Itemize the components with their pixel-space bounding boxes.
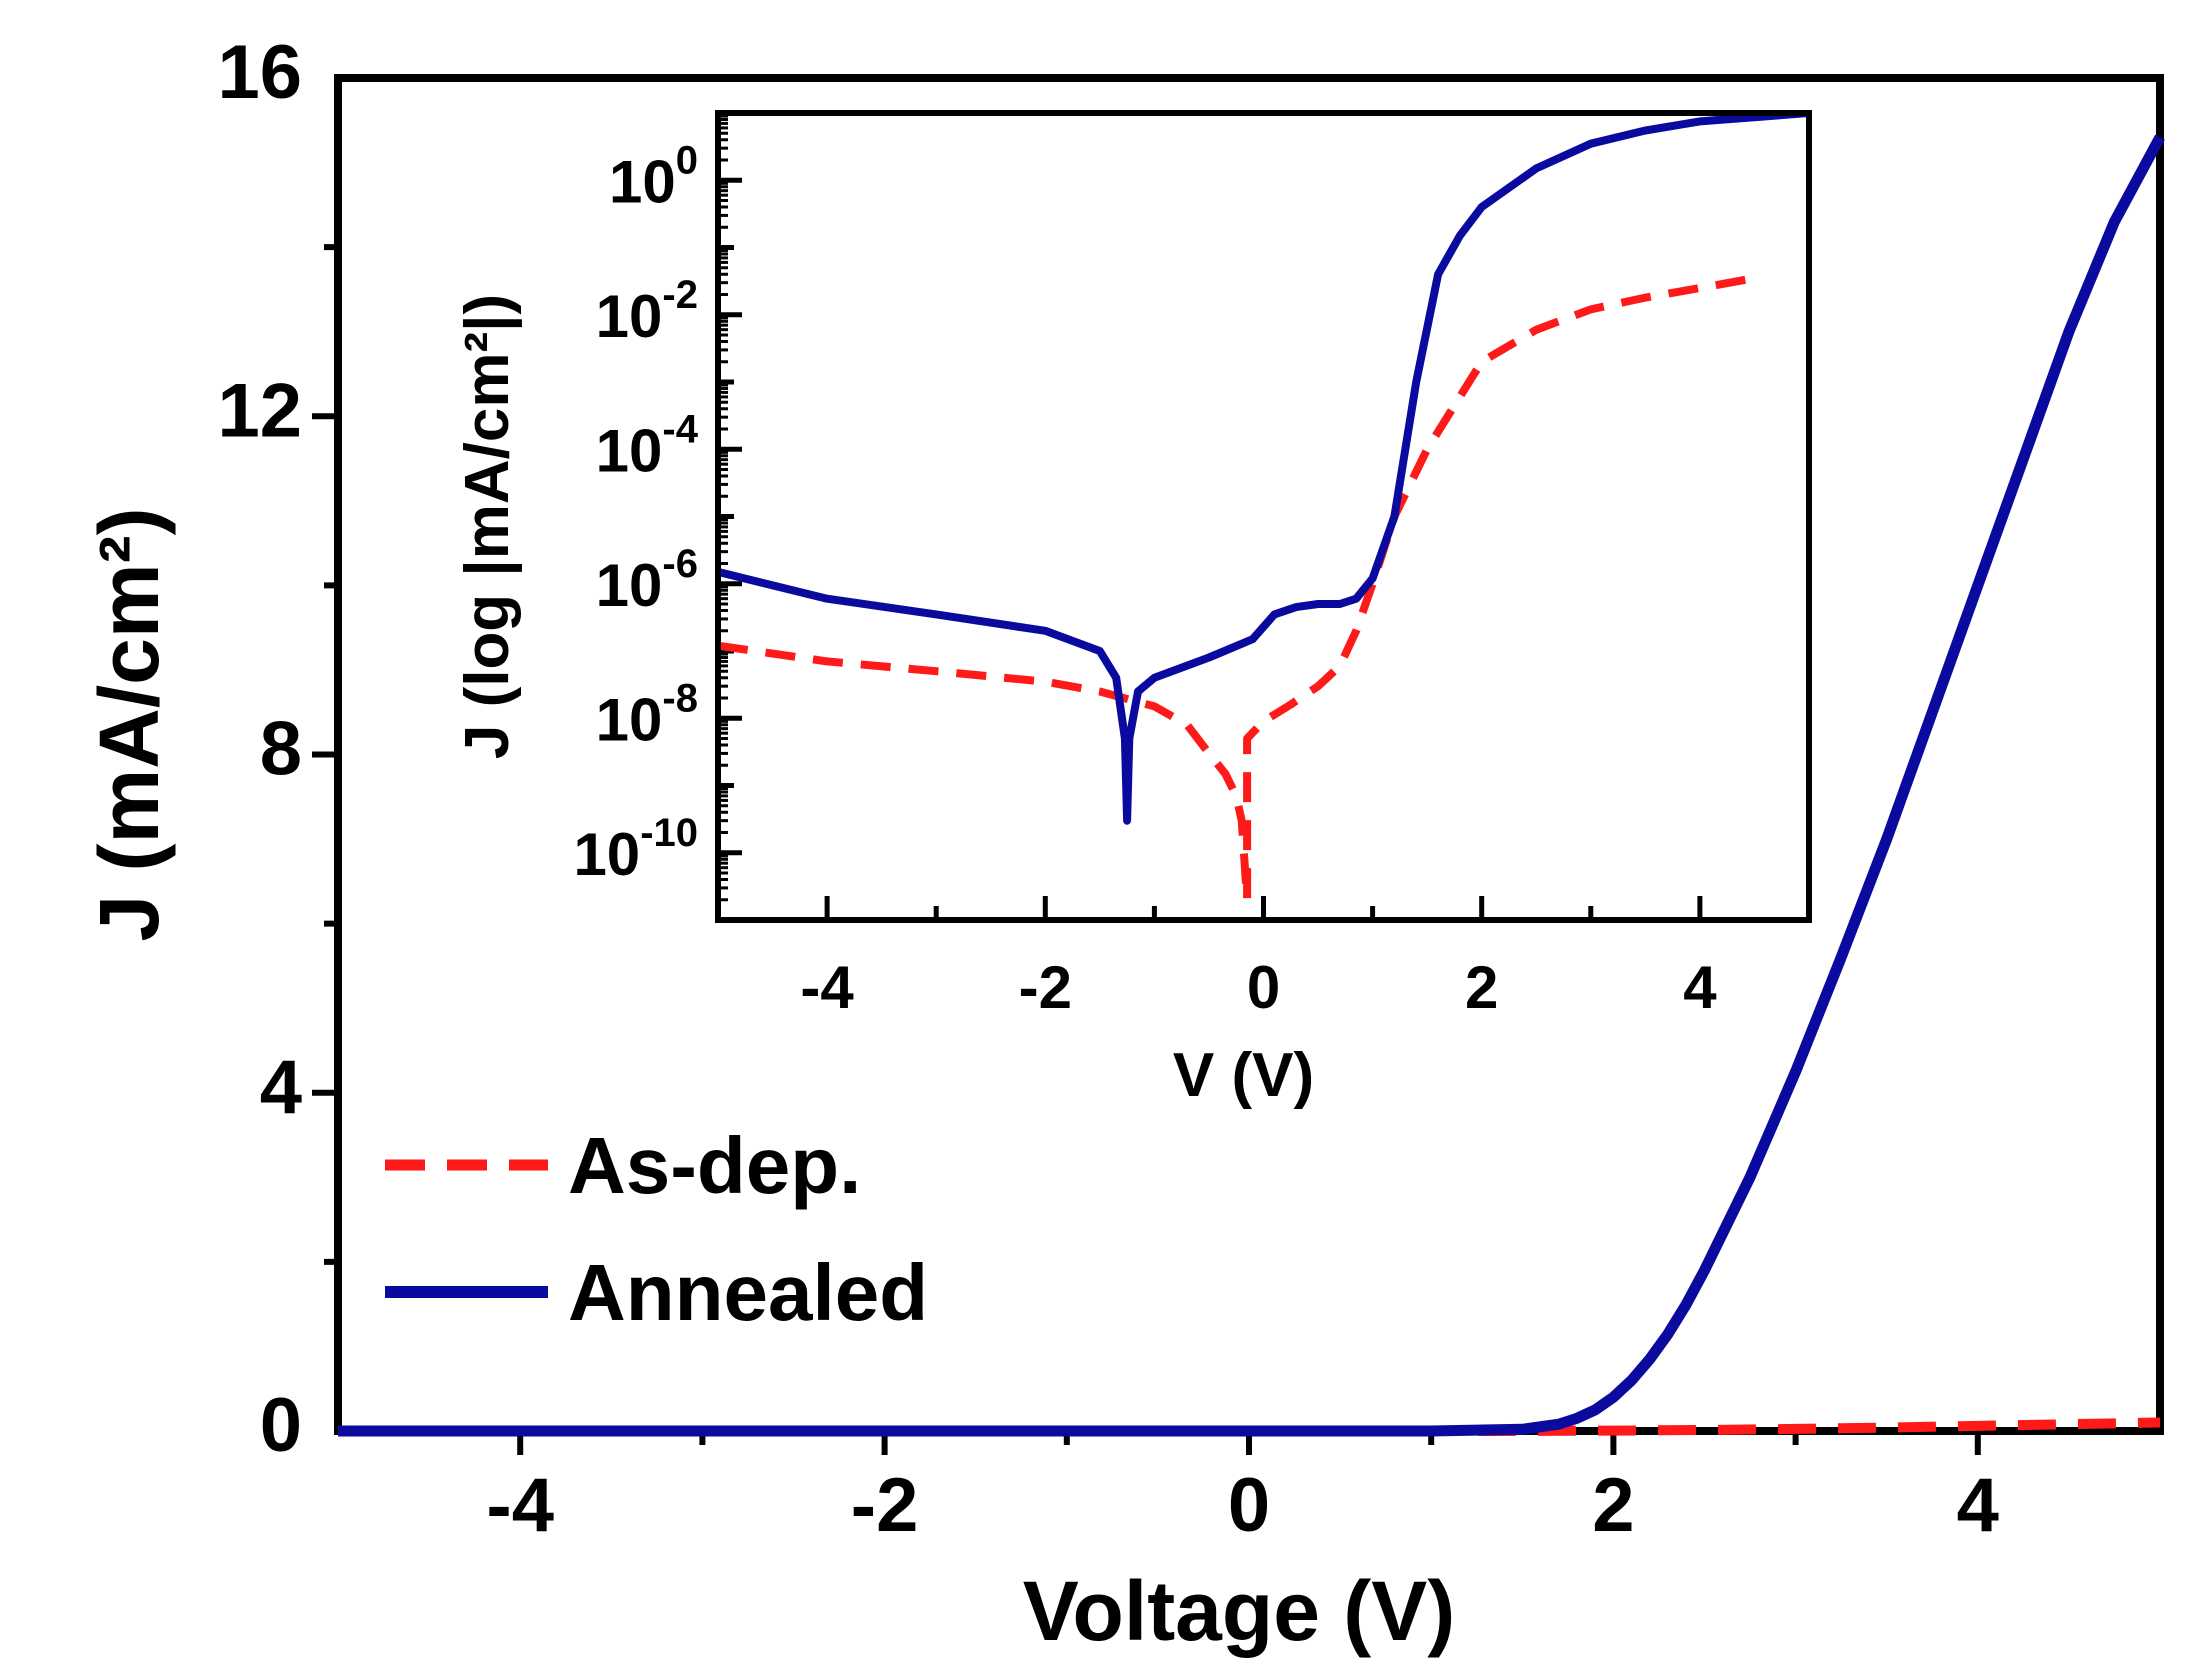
inset-x-tick-label: -2 bbox=[1019, 954, 1072, 1021]
inset-y-axis-title: J (log |mA/cm²|) bbox=[453, 294, 523, 759]
legend: As-dep. Annealed bbox=[385, 1121, 928, 1337]
inset-x-tick-label: 2 bbox=[1465, 954, 1498, 1021]
y-tick-label: 8 bbox=[260, 707, 302, 792]
y-tick-label: 12 bbox=[217, 368, 302, 453]
y-axis-title: J (mA/cm²) bbox=[82, 507, 176, 941]
y-tick-label: 16 bbox=[217, 30, 302, 115]
inset-y-tick-label: 10-4 bbox=[596, 407, 699, 484]
main-plot: -4 -2 0 2 4 0 4 8 12 16 Voltage (V) J (mA/cm²) bbox=[82, 30, 2165, 1658]
inset-x-tick-label: 0 bbox=[1247, 954, 1280, 1021]
inset-plot: 10-10 10-8 10-6 10-4 10-2 100 -4 -2 0 2 4 V (V) J (l… bbox=[453, 110, 1812, 1110]
inset-x-tick-label: 4 bbox=[1683, 954, 1717, 1021]
x-tick-label: 4 bbox=[1957, 1463, 1999, 1548]
inset-y-tick-label: 10-8 bbox=[596, 676, 698, 753]
inset-series-group bbox=[718, 113, 1809, 904]
inset-x-axis-title: V (V) bbox=[1173, 1041, 1314, 1110]
legend-label: As-dep. bbox=[568, 1121, 861, 1210]
main-series-line-annealed bbox=[338, 134, 2165, 1437]
x-tick-label: 2 bbox=[1592, 1463, 1634, 1548]
inset-background bbox=[718, 113, 1809, 920]
inset-y-tick-label: 10-10 bbox=[573, 810, 698, 887]
x-axis-title: Voltage (V) bbox=[1023, 1564, 1455, 1658]
x-tick-label: -4 bbox=[486, 1463, 554, 1548]
inset-series-line-annealed bbox=[718, 113, 1809, 825]
y-tick-label: 0 bbox=[260, 1383, 302, 1468]
inset-y-tick-label: 10-2 bbox=[596, 272, 698, 349]
x-tick-label: -2 bbox=[851, 1463, 919, 1548]
inset-y-tick-label: 100 bbox=[609, 138, 698, 215]
inset-frame bbox=[715, 110, 1812, 923]
legend-label: Annealed bbox=[568, 1248, 928, 1337]
x-tick-label: 0 bbox=[1228, 1463, 1270, 1548]
inset-y-tick-label: 10-6 bbox=[596, 541, 698, 618]
y-tick-label: 4 bbox=[260, 1045, 302, 1130]
inset-x-tick-label: -4 bbox=[800, 954, 854, 1021]
